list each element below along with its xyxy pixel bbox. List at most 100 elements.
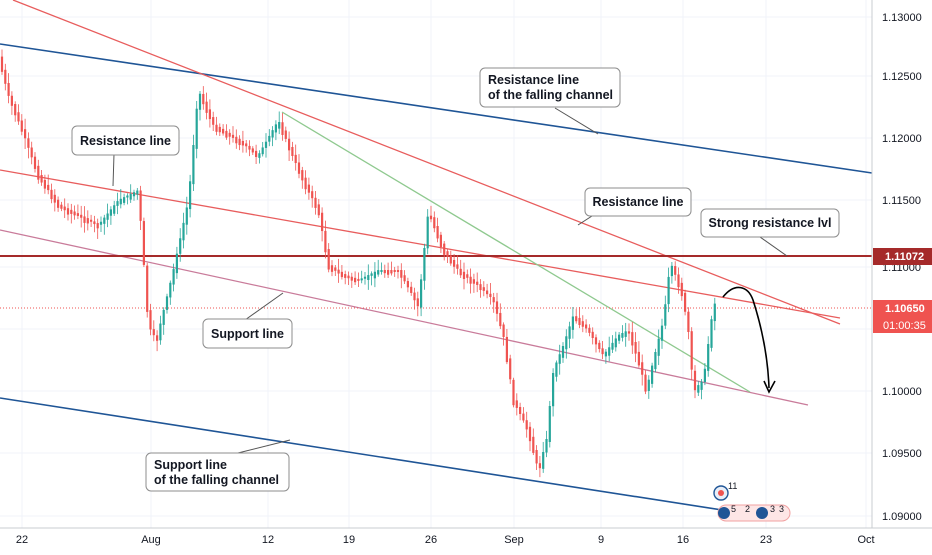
candle-body [324, 230, 327, 253]
candle-body [393, 270, 396, 272]
candle-body [660, 325, 664, 341]
time-axis[interactable]: 22 Aug 12 19 26 Sep 9 16 23 Oct [0, 527, 932, 546]
candle-body [4, 69, 7, 84]
candle-body [350, 276, 353, 281]
event-flag-icon [718, 507, 730, 519]
candle-body [390, 270, 393, 274]
candle-body [677, 274, 680, 288]
x-tick-label: 9 [598, 534, 604, 546]
callout-leader [554, 107, 599, 135]
candle-body [116, 201, 119, 206]
candle-body [37, 165, 40, 180]
callout-box[interactable] [479, 67, 621, 108]
candle-body [687, 311, 690, 332]
candle-body [146, 265, 149, 312]
candle-body [367, 275, 370, 281]
candle-body [33, 156, 37, 169]
candle-body [664, 304, 667, 326]
candle-body [241, 140, 244, 146]
candle-body [261, 147, 264, 155]
candle-body [294, 154, 297, 164]
candle-body [40, 175, 43, 183]
candle-body [27, 138, 30, 148]
candle-body [337, 269, 340, 274]
candle-body [228, 132, 231, 137]
candle-body [631, 332, 634, 346]
callout-leader [244, 292, 284, 321]
candle-body [505, 336, 508, 363]
candle-body [585, 324, 588, 329]
price-tag-last [873, 300, 932, 317]
candle-body [0, 56, 4, 72]
candle-body [47, 184, 50, 191]
candle-body [456, 264, 459, 269]
candle-body [637, 351, 640, 366]
candle-body [182, 222, 185, 241]
candle-body [288, 138, 291, 151]
candle-body [373, 271, 376, 279]
price-tag-last-text: 1.10650 [885, 303, 925, 315]
candle-body [258, 153, 261, 158]
x-tick-label: Aug [141, 534, 161, 546]
event-count: 3 [770, 504, 775, 514]
candle-body [76, 213, 79, 216]
candle-body [700, 381, 703, 390]
callout-box[interactable] [700, 208, 840, 238]
callout-channel-support-1: Support line [154, 458, 227, 472]
candle-body [291, 147, 294, 156]
callout-channel-resistance-1: Resistance line [488, 73, 579, 87]
candle-body [152, 329, 155, 336]
event-markers[interactable]: 11 5 2 3 3 [713, 481, 791, 522]
candle-body [446, 251, 449, 257]
y-tick-label: 1.11500 [882, 195, 921, 207]
y-tick-label: 1.10000 [882, 386, 922, 398]
candle-body [297, 162, 301, 174]
candle-body [132, 192, 136, 197]
callout-strong-resistance: Strong resistance lvl [709, 216, 832, 230]
candle-body [462, 271, 466, 280]
callout-leader [577, 215, 593, 226]
candle-body [307, 184, 310, 193]
price-axis[interactable]: 1.13000 1.12500 1.12000 1.11500 1.11000 … [871, 0, 932, 528]
candle-body [383, 270, 386, 274]
candle-body [271, 130, 274, 138]
candle-body [70, 209, 73, 214]
candle-body [268, 135, 271, 142]
green-trend-line [281, 111, 751, 393]
candle-body [674, 266, 677, 275]
callout-box[interactable] [145, 452, 290, 492]
candle-body [96, 223, 99, 229]
candle-body [7, 83, 10, 96]
candle-body [198, 93, 202, 110]
candle-body [357, 278, 360, 281]
candle-body [525, 420, 528, 430]
candle-body [314, 197, 317, 208]
price-tag-strong-level [873, 248, 932, 265]
callout-box[interactable] [584, 187, 692, 217]
candle-body [611, 342, 614, 350]
candle-body [189, 181, 192, 210]
candle-body [354, 277, 357, 283]
x-tick-label: 23 [760, 534, 772, 546]
candle-body [20, 120, 23, 132]
countdown-tag-text: 01:00:35 [883, 320, 926, 332]
callout-box[interactable] [71, 125, 180, 156]
candle-body [697, 385, 700, 393]
candle-body [63, 206, 66, 211]
candle-body [205, 101, 208, 113]
candle-body [248, 145, 251, 150]
candle-body [713, 303, 716, 322]
candle-body [126, 195, 129, 198]
candle-body [654, 352, 657, 370]
callout-box[interactable] [202, 318, 293, 349]
grid [0, 0, 872, 528]
candle-body [73, 211, 76, 216]
callout-leader [759, 236, 788, 257]
candle-body [136, 190, 139, 195]
candle-body [707, 344, 710, 371]
candle-body [492, 297, 495, 303]
candle-body [274, 124, 277, 133]
candle-body [14, 104, 17, 116]
